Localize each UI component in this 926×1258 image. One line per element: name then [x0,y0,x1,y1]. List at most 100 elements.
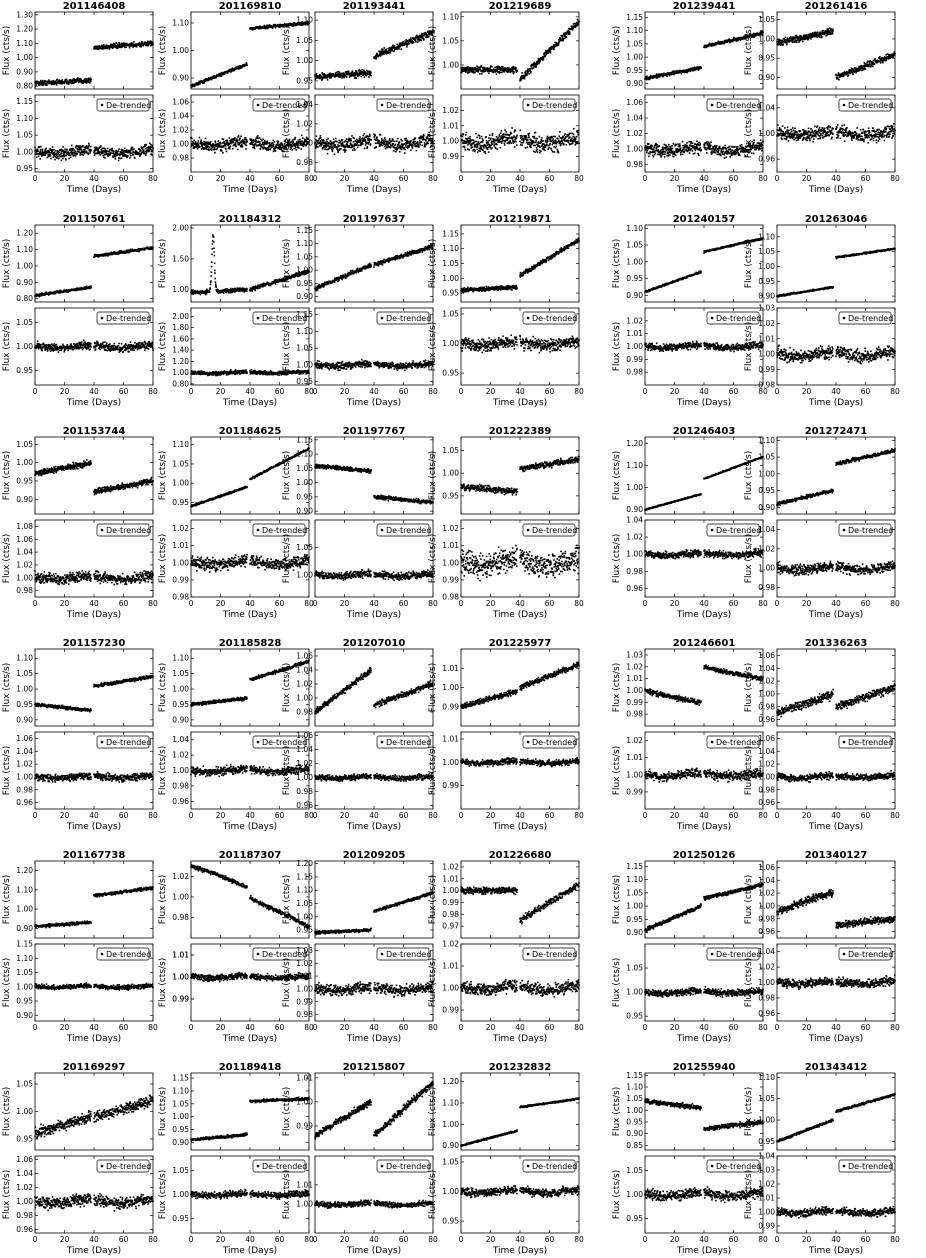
detrended-data-point [647,152,650,155]
raw-data-point [264,27,267,30]
detrended-data-point [265,141,267,144]
raw-data-point [251,29,254,31]
raw-data-point [57,82,59,84]
raw-data-point [142,44,145,46]
detrended-data-point [199,145,201,148]
detrended-data-point [278,145,280,148]
raw-data-point [295,23,298,25]
raw-data-point [130,42,132,44]
raw-data-point [382,48,384,51]
raw-data-point [221,71,224,74]
raw-data-point [148,41,150,43]
detrended-data-point [139,150,141,153]
detrended-data-point [249,138,252,140]
raw-data-point [131,45,133,47]
detrended-data-point [64,158,67,160]
detrended-data-point [345,149,347,152]
raw-data-point [339,73,342,75]
detrended-data-point [467,137,470,139]
detrended-data-point [295,149,298,151]
detrended-data-point [541,137,543,139]
detrended-data-point [540,150,542,153]
detrended-data-point [89,152,91,154]
detrended-data-point [544,145,546,147]
detrended-data-point [46,152,48,154]
detrended-data-point [532,150,535,153]
detrended-data-point [496,143,498,146]
detrended-data-point [490,140,493,143]
detrended-data-point [223,141,225,143]
raw-data-point [52,79,55,82]
raw-y-tick-label: 1.00 [626,53,643,62]
detrended-y-axis-label: Flux (cts/s) [158,109,168,158]
raw-data-point [108,45,111,47]
detrended-data-point [214,151,216,154]
detrended-data-point [108,154,111,157]
detrended-data-point [120,157,123,160]
detrended-data-point [78,151,81,154]
detrended-data-point [212,146,215,148]
detrended-data-point [283,145,285,148]
detrended-data-point [114,154,116,157]
detrended-data-point [534,144,537,147]
detrended-data-point [112,155,114,158]
detrended-data-point [192,144,194,147]
detrended-data-point [199,141,202,144]
detrended-data-point [151,154,153,156]
detrended-data-point [539,151,541,154]
detrended-data-point [510,132,513,135]
raw-y-tick-label: 1.05 [626,39,643,48]
detrended-data-point [69,149,71,151]
detrended-data-point [69,156,72,159]
detrended-data-point [56,150,59,152]
detrended-data-point [319,140,321,142]
raw-data-point [218,73,220,76]
raw-data-point [86,78,88,80]
detrended-data-point [318,145,321,147]
detrended-data-point [60,152,63,154]
detrended-data-point [406,139,409,142]
raw-data-point [123,42,126,45]
detrended-data-point [127,155,129,157]
detrended-data-point [252,141,254,144]
raw-y-tick-label: 0.90 [626,79,643,88]
detrended-data-point [46,156,49,159]
detrended-data-point [102,147,105,150]
detrended-data-point [231,138,234,140]
raw-data-point [266,27,269,30]
detrended-data-point [49,149,52,151]
detrended-data-point [216,144,218,146]
raw-data-point [40,83,43,86]
raw-data-point [260,27,262,29]
detrended-data-point [551,136,553,139]
detrended-data-point [129,149,132,152]
detrended-data-point [53,154,55,157]
raw-data-point [67,82,69,85]
raw-data-point [83,78,86,81]
detrended-data-point [528,132,531,135]
detrended-data-point [369,135,371,137]
raw-data-point [40,79,42,82]
detrended-data-point [50,157,52,160]
raw-data-point [140,42,143,45]
detrended-data-point [562,143,565,145]
raw-data-point [70,82,73,85]
detrended-data-point [423,134,425,137]
detrended-data-point [258,144,261,146]
raw-data-point [420,39,422,42]
detrended-data-point [467,144,469,146]
detrended-data-point [305,141,308,143]
detrended-data-point [128,157,131,159]
detrended-data-point [190,145,193,147]
detrended-data-point [502,139,504,142]
raw-data-point [351,70,354,73]
detrended-data-point [220,150,223,152]
raw-data-point [234,68,237,70]
detrended-x-tick-label: 40 [89,174,99,183]
detrended-data-point [649,152,651,155]
raw-data-point [123,43,126,46]
detrended-data-point [235,139,238,142]
raw-data-point [474,71,476,74]
raw-data-point [228,68,231,71]
